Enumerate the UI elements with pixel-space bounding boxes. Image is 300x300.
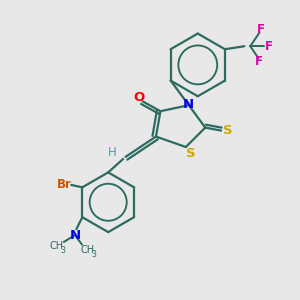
Text: 3: 3 — [61, 246, 65, 255]
Text: CH: CH — [80, 245, 94, 255]
Text: H: H — [107, 146, 116, 159]
Text: Br: Br — [56, 178, 71, 191]
Text: S: S — [186, 147, 196, 160]
Text: N: N — [69, 229, 80, 242]
Text: O: O — [133, 91, 145, 104]
Text: F: F — [255, 55, 263, 68]
Text: F: F — [257, 23, 265, 36]
Text: 3: 3 — [92, 250, 96, 259]
Text: S: S — [223, 124, 232, 137]
Text: N: N — [183, 98, 194, 111]
Text: F: F — [265, 40, 273, 53]
Text: CH: CH — [49, 242, 63, 251]
